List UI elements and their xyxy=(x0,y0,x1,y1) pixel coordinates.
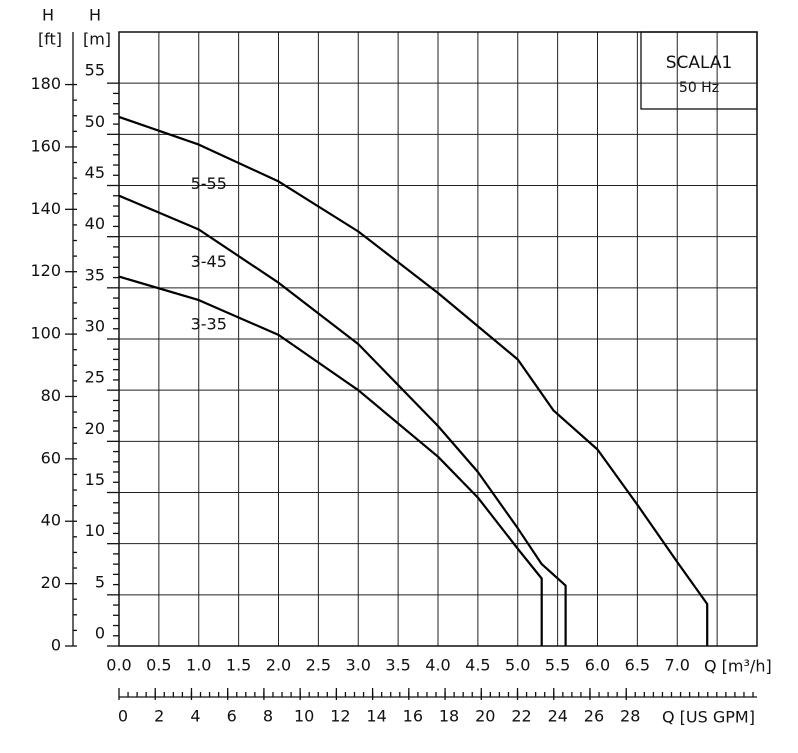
y-tick-label: 5 xyxy=(95,572,105,591)
y2-tick-label: 40 xyxy=(41,511,61,530)
curve-label: 3-35 xyxy=(191,315,227,334)
y2-tick-label: 140 xyxy=(30,199,61,218)
x-tick-label: 4.5 xyxy=(465,656,490,675)
x2-tick-label: 26 xyxy=(584,707,604,726)
y2-tick-label: 0 xyxy=(51,636,61,655)
curve-label: 3-45 xyxy=(191,252,227,271)
y-tick-label: 40 xyxy=(85,214,105,233)
chart-subtitle: 50 Hz xyxy=(679,80,719,96)
curve xyxy=(118,115,709,646)
x2-tick-label: 0 xyxy=(118,707,128,726)
x-tick-label: 4.0 xyxy=(425,656,450,675)
y-tick-label: 55 xyxy=(85,61,105,80)
curve-label: 5-55 xyxy=(191,174,227,193)
x2-tick-label: 20 xyxy=(475,707,495,726)
y-tick-label: 0 xyxy=(95,624,105,643)
y2-tick-label: 80 xyxy=(41,386,61,405)
x-tick-label: 5.0 xyxy=(505,656,530,675)
y-tick-label: 25 xyxy=(85,368,105,387)
x-tick-label: 7.0 xyxy=(665,656,690,675)
x2-tick-label: 18 xyxy=(439,707,459,726)
x2-tick-label: 4 xyxy=(190,707,200,726)
y2-tick-label: 20 xyxy=(41,573,61,592)
x-tick-label: 2.0 xyxy=(266,656,291,675)
y2-tick-label: 120 xyxy=(30,261,61,280)
x-tick-label: 3.0 xyxy=(346,656,371,675)
x-tick-label: 2.5 xyxy=(306,656,331,675)
y-tick-label: 30 xyxy=(85,317,105,336)
plot-frame xyxy=(118,31,758,647)
y-tick-label: 35 xyxy=(85,265,105,284)
x2-tick-label: 16 xyxy=(403,707,423,726)
y-axis-title: H xyxy=(89,6,101,25)
chart-title: SCALA1 xyxy=(666,53,733,73)
y-tick-label: 20 xyxy=(85,419,105,438)
legend-box xyxy=(640,31,758,110)
y-tick-label: 15 xyxy=(85,470,105,489)
y2-tick-label: 160 xyxy=(30,136,61,155)
x-tick-label: 0.5 xyxy=(146,656,171,675)
y-tick-label: 45 xyxy=(85,163,105,182)
y2-axis-unit: [ft] xyxy=(38,30,62,49)
x-tick-label: 1.5 xyxy=(226,656,251,675)
y2-tick-label: 180 xyxy=(30,74,61,93)
x2-tick-label: 22 xyxy=(511,707,531,726)
y-tick-label: 50 xyxy=(85,112,105,131)
x2-tick-label: 12 xyxy=(330,707,350,726)
x2-tick-label: 8 xyxy=(263,707,273,726)
curve xyxy=(118,275,543,646)
x2-tick-label: 24 xyxy=(548,707,568,726)
x2-tick-label: 28 xyxy=(620,707,640,726)
x-tick-label: 1.0 xyxy=(186,656,211,675)
curve xyxy=(118,194,567,646)
x2-tick-label: 10 xyxy=(294,707,314,726)
x2-axis-title: Q [US GPM] xyxy=(662,708,755,727)
y2-tick-label: 60 xyxy=(41,448,61,467)
y-axis-unit: [m] xyxy=(83,30,111,49)
x-axis-title: Q [m³/h] xyxy=(704,657,772,676)
x2-tick-label: 2 xyxy=(154,707,164,726)
x-tick-label: 6.0 xyxy=(585,656,610,675)
x2-tick-label: 6 xyxy=(227,707,237,726)
x-tick-label: 0.0 xyxy=(106,656,131,675)
x2-tick-label: 14 xyxy=(366,707,386,726)
y2-tick-label: 100 xyxy=(30,324,61,343)
y-tick-label: 10 xyxy=(85,521,105,540)
x-tick-label: 6.5 xyxy=(625,656,650,675)
x-tick-label: 5.5 xyxy=(545,656,570,675)
x-tick-label: 3.5 xyxy=(385,656,410,675)
y2-axis-title: H xyxy=(42,6,54,25)
